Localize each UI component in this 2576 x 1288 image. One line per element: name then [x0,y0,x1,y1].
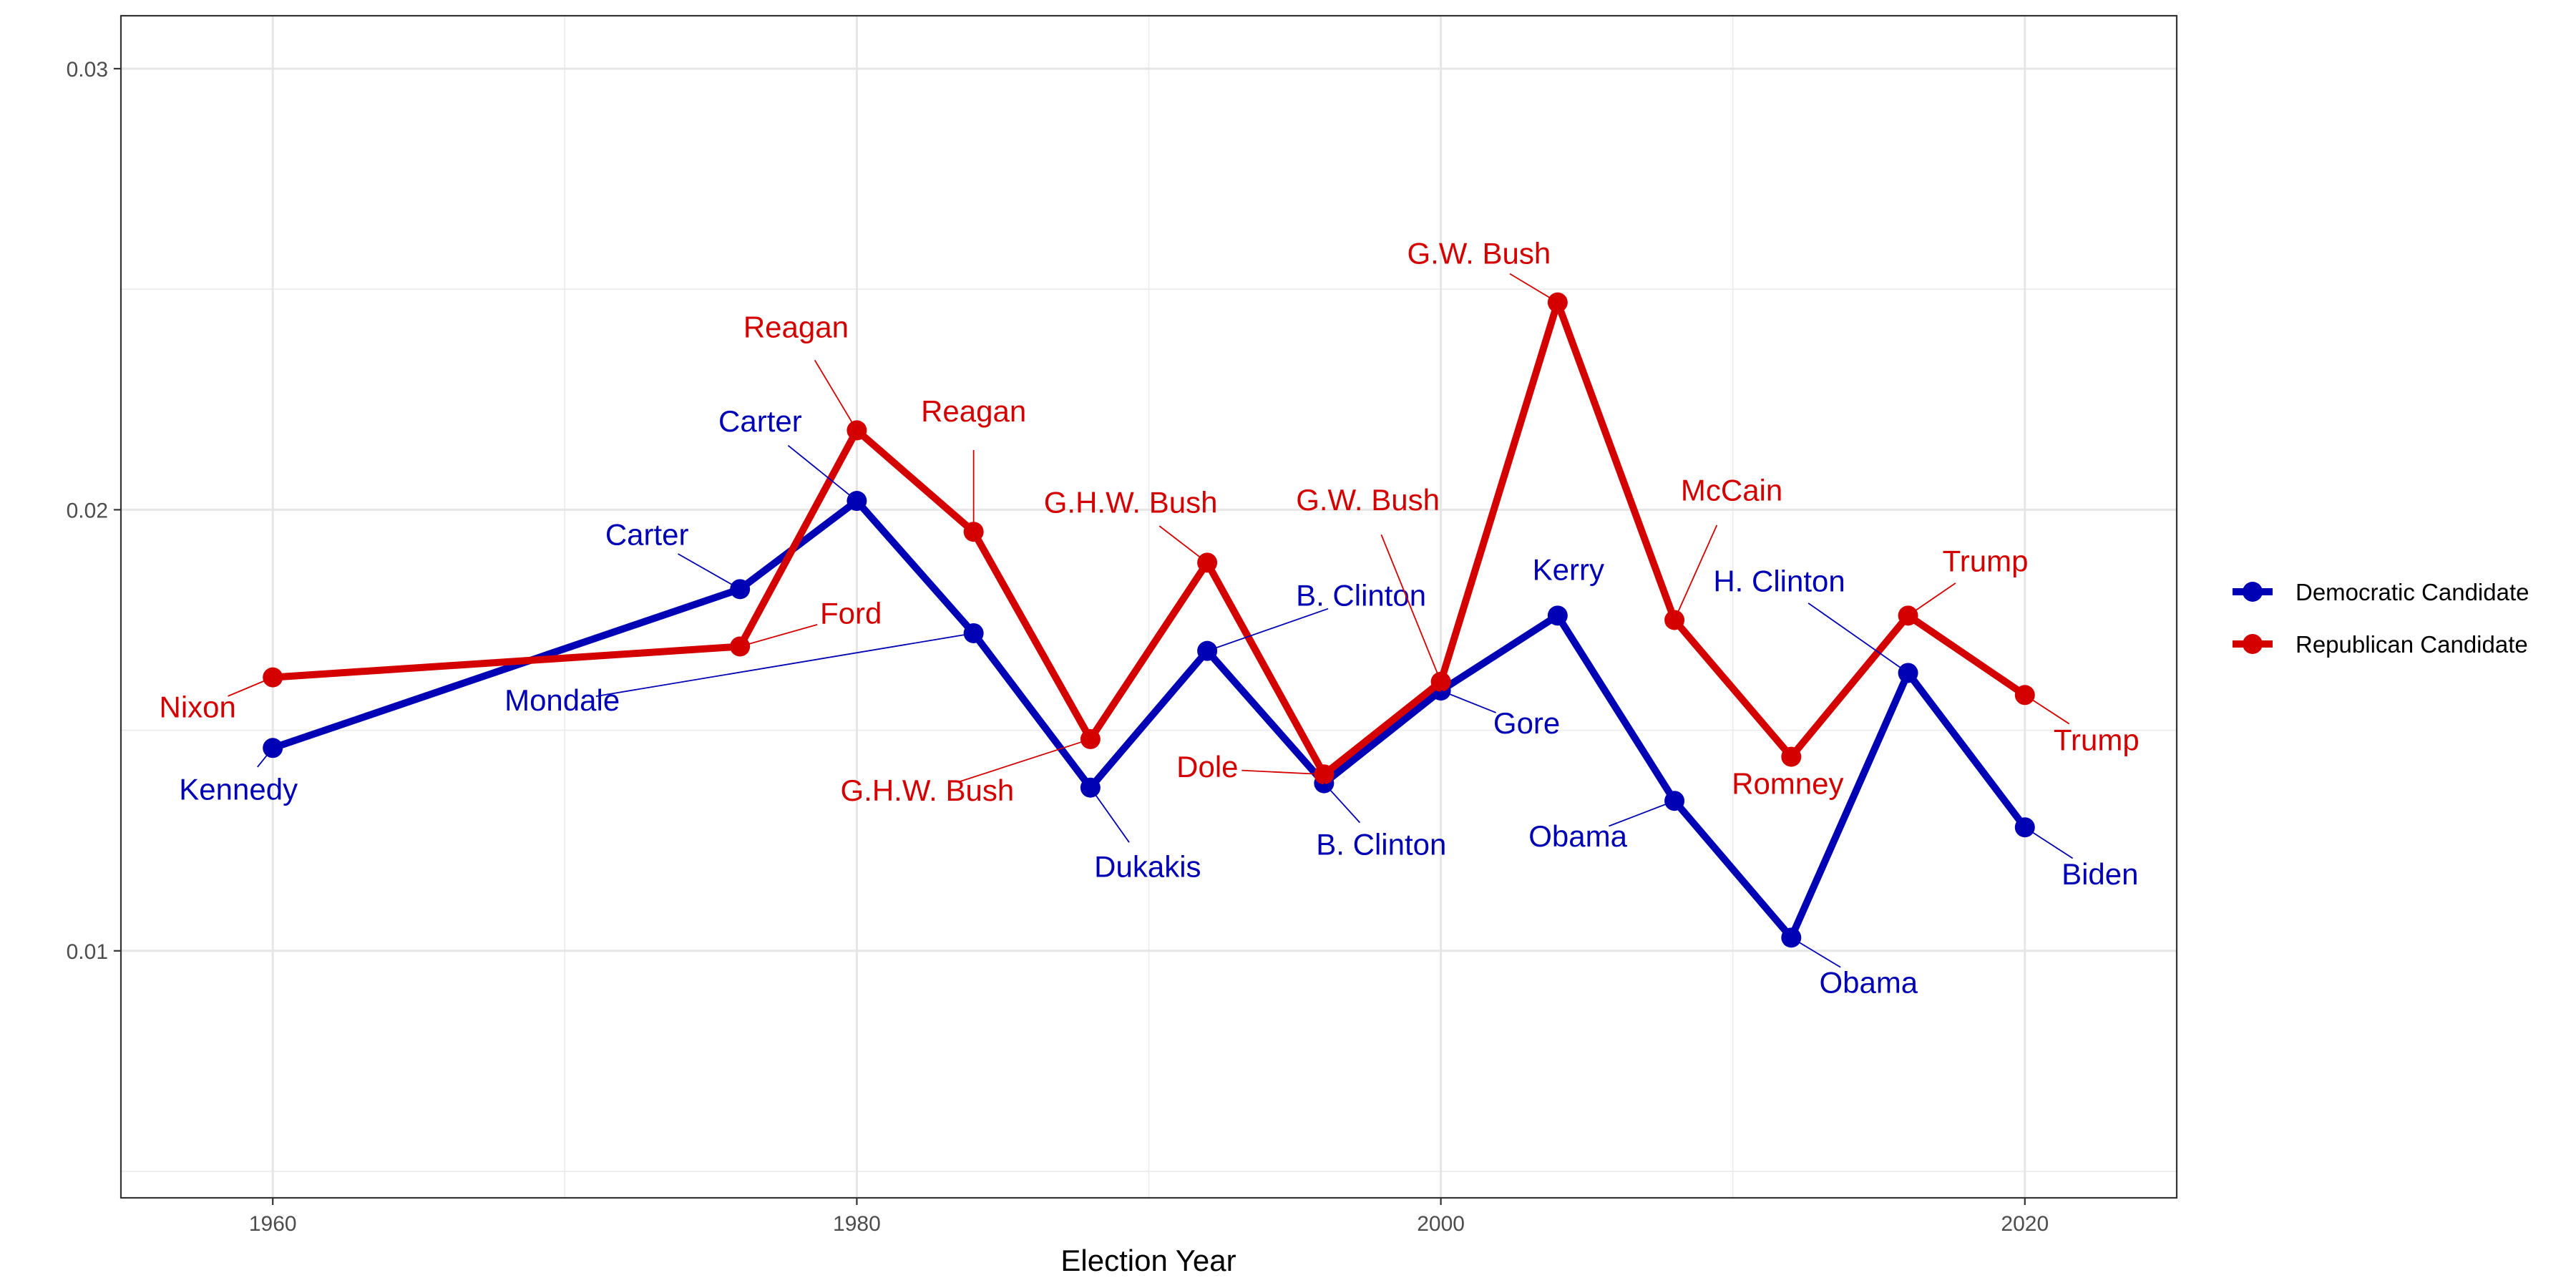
democratic-label-leader [1090,787,1130,843]
democratic-point-label: B. Clinton [1296,579,1426,613]
republican-label-leader [814,359,858,431]
republican-label-leader [1380,534,1442,683]
legend-republican-label: Republican Candidate [2296,631,2528,658]
democratic-label-leader [1790,937,1841,968]
republican-point-label: Dole [1176,750,1238,784]
republican-point-label: G.W. Bush [1296,483,1440,517]
republican-point-label: G.H.W. Bush [1044,485,1218,519]
legend: Democratic Candidate Republican Candidate [2233,579,2529,658]
republican-label-leader [228,676,273,697]
x-axis-title: Election Year [1060,1244,1236,1277]
republican-label-leader [2024,694,2070,725]
democratic-label-leader [595,633,974,697]
democratic-point-label: Carter [718,404,802,438]
democratic-label-leader [2024,826,2074,859]
republican-label-leader [1674,525,1718,620]
republican-point-label: Romney [1732,767,1843,801]
republican-point-label: McCain [1681,473,1782,507]
democratic-point-label: B. Clinton [1316,828,1446,862]
x-tick-label: 2020 [2001,1212,2049,1236]
republican-point-label: Trump [2054,723,2140,756]
y-tick-label: 0.02 [67,499,108,522]
democratic-label-leader [1206,608,1329,652]
y-tick-label: 0.03 [67,58,108,82]
republican-point-label: Trump [1943,544,2029,577]
republican-label-leader [739,623,818,648]
republican-label-leader [959,738,1091,783]
democratic-point-label: Obama [1819,965,1918,999]
democratic-label-leader [1807,602,1909,674]
republican-label-leader [1509,273,1558,303]
democratic-point-label: Carter [605,517,689,551]
republican-point-label: Nixon [160,691,236,724]
republican-point-label: G.W. Bush [1407,237,1551,270]
axes: 1960 1980 2000 2020 0.01 0.02 0.03 [67,58,2049,1236]
democratic-label-leader [1440,690,1496,713]
republican-label-leader [1908,582,1956,617]
x-tick-label: 2000 [1417,1212,1465,1236]
democratic-label-leader [1609,800,1675,827]
democratic-point-label: Kennedy [179,772,298,806]
democratic-label-leader [1323,782,1361,824]
democratic-label-leader [257,747,273,768]
republican-point-label: Reagan [921,394,1026,428]
republican-point-label: Ford [820,596,882,630]
republican-label-leader [1241,769,1324,776]
legend-republican-marker [2243,634,2263,654]
point-label-layer: Kennedy Carter Carter Mondale Dukakis B. Clin… [160,237,2140,1000]
democratic-point-label: Dukakis [1094,850,1201,884]
republican-label-leader [1158,525,1208,564]
legend-democratic-marker [2243,582,2263,602]
democratic-point-label: Gore [1493,706,1560,740]
plot-border [119,14,2178,1199]
y-tick-label: 0.01 [67,940,108,964]
x-tick-label: 1980 [833,1212,881,1236]
grid [121,16,2177,1198]
legend-democratic-label: Democratic Candidate [2296,579,2529,605]
democratic-point-label: Kerry [1533,552,1604,586]
republican-point-label: Reagan [743,310,849,343]
democratic-label-leader [787,444,857,502]
x-tick-label: 1960 [249,1212,297,1236]
democratic-label-leader [678,553,741,590]
republican-point-label: G.H.W. Bush [841,774,1015,807]
democratic-point-label: Obama [1528,819,1627,853]
democratic-point-label: Mondale [504,683,620,717]
democratic-point-label: H. Clinton [1713,564,1845,597]
democratic-point-label: Biden [2062,857,2138,891]
